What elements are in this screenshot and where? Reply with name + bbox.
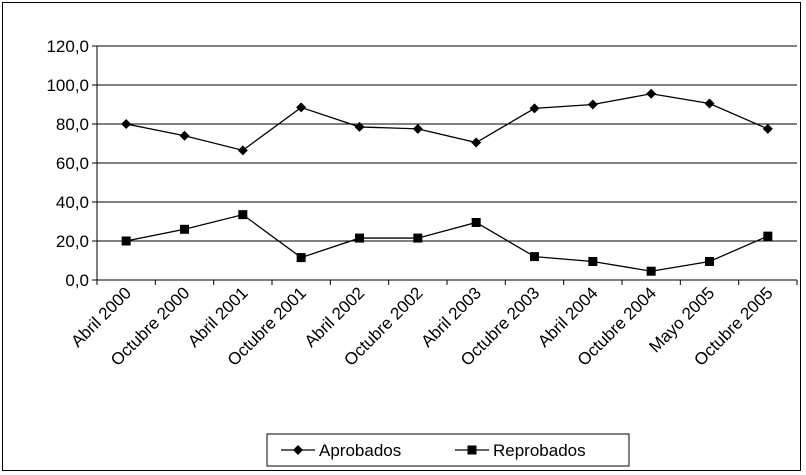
y-tick-label: 0,0 <box>65 271 89 290</box>
data-point-reprobados <box>180 224 189 234</box>
legend-box <box>266 433 630 467</box>
data-point-aprobados <box>529 103 540 114</box>
chart-frame <box>2 2 801 471</box>
data-point-aprobados <box>646 88 657 99</box>
y-tick-label: 40,0 <box>56 193 89 212</box>
data-point-aprobados <box>471 137 482 148</box>
data-point-aprobados <box>296 102 307 113</box>
data-point-aprobados <box>762 123 773 134</box>
legend-marker-reprobados <box>467 445 477 455</box>
data-point-reprobados <box>471 217 481 227</box>
legend-marker-aprobados <box>293 445 303 455</box>
data-point-aprobados <box>412 123 423 134</box>
data-point-reprobados <box>121 236 131 246</box>
data-point-aprobados <box>237 145 248 156</box>
series-line-aprobados <box>126 93 769 152</box>
y-tick-label: 60,0 <box>56 154 89 173</box>
data-point-aprobados <box>121 119 132 129</box>
data-point-reprobados <box>646 266 656 276</box>
data-point-reprobados <box>763 231 773 241</box>
data-point-reprobados <box>355 233 364 243</box>
data-point-aprobados <box>354 121 365 132</box>
data-point-reprobados <box>296 253 306 263</box>
legend-label-reprobados: Reprobados <box>493 441 586 460</box>
data-point-reprobados <box>588 256 598 266</box>
series-line-reprobados <box>126 213 769 272</box>
legend-label-aprobados: Aprobados <box>319 441 401 460</box>
data-point-aprobados <box>704 98 715 109</box>
y-tick-label: 120,0 <box>46 37 89 56</box>
data-point-reprobados <box>238 210 248 220</box>
y-tick-label: 100,0 <box>46 76 89 95</box>
data-point-reprobados <box>705 256 714 266</box>
data-point-aprobados <box>179 130 190 141</box>
data-point-reprobados <box>413 233 423 243</box>
data-point-aprobados <box>587 99 598 110</box>
y-tick-label: 80,0 <box>56 115 89 134</box>
data-point-reprobados <box>530 252 539 262</box>
y-tick-label: 20,0 <box>56 232 89 251</box>
